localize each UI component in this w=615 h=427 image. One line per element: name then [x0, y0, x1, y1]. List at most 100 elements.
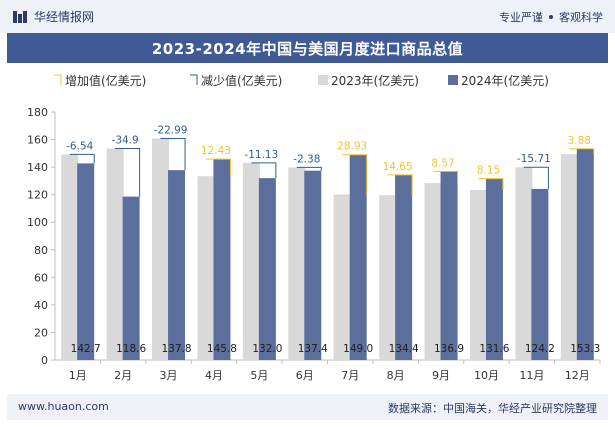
- change-label: -2.38: [293, 153, 320, 165]
- y-tick-label: 100: [27, 216, 48, 229]
- legend-label: 2024年(亿美元): [461, 73, 549, 88]
- logo-icon: [13, 10, 27, 23]
- y-tick-label: 20: [34, 326, 48, 339]
- change-label: -15.71: [517, 153, 551, 165]
- value-label-2024: 136.9: [434, 343, 464, 355]
- legend-decrease-icon: [190, 74, 198, 85]
- change-label: 12.43: [201, 145, 231, 157]
- bar-2024: [168, 170, 186, 360]
- bar-2023: [152, 138, 170, 360]
- y-tick-label: 60: [34, 271, 48, 284]
- footer-source: 数据来源：中国海关，华经产业研究院整理: [388, 402, 597, 415]
- decrease-bracket: [523, 166, 549, 189]
- dot-icon: [549, 15, 553, 19]
- bar-2024: [213, 159, 231, 360]
- decrease-bracket: [251, 162, 277, 179]
- bar-2023: [288, 167, 306, 360]
- y-tick-label: 140: [27, 161, 48, 174]
- bar-2023: [424, 183, 442, 360]
- decrease-bracket: [69, 153, 95, 164]
- value-label-2024: 134.4: [389, 343, 419, 355]
- change-label: 8.15: [477, 165, 500, 177]
- x-tick-label: 1月: [69, 369, 87, 382]
- bar-2024: [531, 188, 549, 360]
- slogan-left: 专业严谨: [499, 11, 543, 24]
- value-label-2024: 131.6: [479, 343, 509, 355]
- increase-bracket: [387, 174, 413, 196]
- y-tick-label: 80: [34, 244, 48, 257]
- bar-2024: [349, 154, 367, 360]
- title-bar: 2023-2024年中国与美国月度进口商品总值: [7, 33, 608, 63]
- increase-bracket: [342, 154, 368, 195]
- bar-2023: [106, 148, 124, 360]
- bar-2024: [440, 171, 458, 360]
- x-tick-label: 12月: [565, 369, 590, 382]
- bar-2023: [333, 194, 351, 360]
- change-label: 3.88: [568, 135, 591, 147]
- value-label-2024: 149.0: [343, 343, 373, 355]
- decrease-bracket: [160, 137, 186, 171]
- slogan: 专业严谨 客观科学: [499, 9, 603, 25]
- footer-website[interactable]: www.huaon.com: [18, 400, 109, 413]
- legend-label: 2023年(亿美元): [331, 73, 419, 88]
- bar-2024: [395, 174, 413, 360]
- value-label-2024: 142.7: [71, 343, 101, 355]
- value-label-2024: 137.8: [162, 343, 192, 355]
- bar-2023: [197, 176, 215, 360]
- value-label-2024: 124.2: [525, 343, 555, 355]
- increase-bracket: [569, 148, 595, 155]
- increase-bracket: [433, 170, 459, 184]
- change-label: -6.54: [66, 140, 93, 152]
- change-label: -22.99: [154, 124, 188, 136]
- value-label-2024: 137.4: [298, 343, 328, 355]
- legend-label: 增加值(亿美元): [65, 73, 146, 88]
- bar-2023: [242, 162, 260, 360]
- slogan-right: 客观科学: [559, 11, 603, 24]
- top-bar: 华经情报网 专业严谨 客观科学: [0, 0, 615, 33]
- y-tick-label: 160: [27, 134, 48, 147]
- value-label-2024: 132.0: [252, 343, 282, 355]
- x-tick-label: 3月: [160, 369, 178, 382]
- legend-increase-icon: [54, 74, 62, 85]
- y-tick-label: 0: [41, 354, 48, 367]
- x-tick-label: 8月: [387, 369, 405, 382]
- value-label-2024: 118.6: [116, 343, 146, 355]
- y-tick-label: 180: [27, 106, 48, 119]
- x-tick-label: 7月: [341, 369, 359, 382]
- legend-2023-swatch: [318, 75, 328, 85]
- increase-bracket: [205, 158, 231, 177]
- bar-2024: [122, 196, 140, 360]
- bar-2024: [304, 170, 322, 360]
- bar-2024: [485, 178, 503, 360]
- y-tick-label: 40: [34, 299, 48, 312]
- change-label: -34.9: [112, 135, 139, 147]
- x-tick-label: 9月: [432, 369, 450, 382]
- footer: www.huaon.com 数据来源：中国海关，华经产业研究院整理: [7, 394, 608, 420]
- brand: 华经情报网: [12, 8, 94, 25]
- x-tick-label: 11月: [519, 369, 544, 382]
- value-label-2024: 153.3: [570, 343, 600, 355]
- bar-2023: [515, 167, 533, 360]
- chart-title: 2023-2024年中国与美国月度进口商品总值: [151, 39, 464, 58]
- legend-2024-swatch: [448, 75, 458, 85]
- increase-bracket: [478, 178, 504, 190]
- change-label: 28.93: [337, 141, 367, 153]
- bar-2023: [379, 195, 397, 360]
- bar-2023: [469, 189, 487, 360]
- change-label: -11.13: [244, 149, 278, 161]
- bar-2023: [560, 154, 578, 360]
- decrease-bracket: [296, 166, 322, 171]
- brand-name: 华经情报网: [34, 10, 95, 24]
- x-tick-label: 6月: [296, 369, 314, 382]
- x-tick-label: 2月: [114, 369, 132, 382]
- x-tick-label: 10月: [474, 369, 499, 382]
- bar-2024: [77, 163, 95, 360]
- decrease-bracket: [115, 148, 141, 197]
- bar-2024: [258, 178, 276, 360]
- change-label: 8.57: [431, 157, 454, 169]
- bar-2024: [576, 148, 594, 360]
- change-label: 14.65: [383, 161, 413, 173]
- x-tick-label: 5月: [250, 369, 268, 382]
- value-label-2024: 145.8: [207, 343, 237, 355]
